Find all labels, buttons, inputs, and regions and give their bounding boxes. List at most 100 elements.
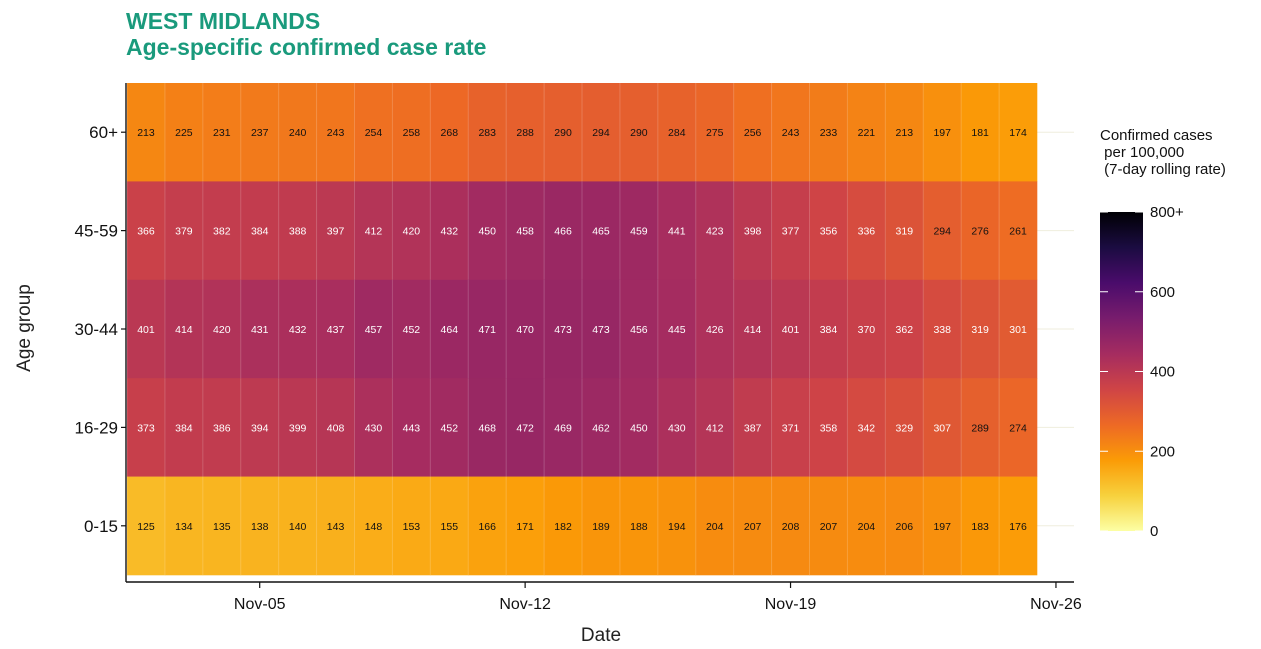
heatmap-cell bbox=[923, 279, 962, 379]
cell-value-label: 469 bbox=[554, 422, 572, 434]
heatmap-cell bbox=[582, 181, 621, 281]
cell-value-label: 397 bbox=[327, 226, 345, 238]
heatmap-cell bbox=[278, 83, 317, 182]
cell-value-label: 290 bbox=[554, 127, 572, 139]
cell-value-label: 153 bbox=[403, 521, 421, 533]
cell-value-label: 450 bbox=[478, 226, 496, 238]
heatmap-cell bbox=[771, 378, 810, 477]
y-tick-label: 0-15 bbox=[84, 517, 118, 536]
cell-value-label: 401 bbox=[782, 324, 800, 336]
y-tick-label: 45-59 bbox=[75, 222, 118, 241]
cell-value-label: 384 bbox=[820, 324, 838, 336]
cell-value-label: 356 bbox=[820, 226, 838, 238]
cell-value-label: 233 bbox=[820, 127, 838, 139]
cell-value-label: 386 bbox=[213, 422, 231, 434]
cell-value-label: 197 bbox=[933, 127, 951, 139]
heatmap-cell bbox=[202, 476, 242, 576]
heatmap-cell bbox=[430, 83, 469, 182]
cell-value-label: 408 bbox=[327, 422, 345, 434]
axes: 60+ 45-59 30-44 16-29 0-15 Nov-05 Nov-12 Nov-19… bbox=[75, 83, 1082, 613]
cell-value-label: 197 bbox=[933, 521, 951, 533]
cell-value-label: 194 bbox=[668, 521, 686, 533]
heatmap-cell bbox=[695, 279, 734, 379]
heatmap-cell bbox=[695, 83, 734, 182]
cell-value-label: 181 bbox=[971, 127, 989, 139]
cell-value-label: 166 bbox=[478, 521, 496, 533]
cell-value-label: 473 bbox=[554, 324, 572, 336]
cell-value-label: 237 bbox=[251, 127, 269, 139]
heatmap-cell bbox=[619, 181, 659, 281]
heatmap-cell bbox=[202, 279, 242, 379]
cell-value-label: 358 bbox=[820, 422, 838, 434]
heatmap-cell bbox=[847, 83, 886, 182]
heatmap-cell bbox=[164, 83, 204, 182]
cell-value-label: 450 bbox=[630, 422, 648, 434]
legend-tick-label: 800+ bbox=[1150, 204, 1184, 221]
cell-value-label: 459 bbox=[630, 226, 648, 238]
heatmap-cell bbox=[506, 181, 545, 281]
heatmap-cell bbox=[468, 476, 507, 576]
cell-value-label: 472 bbox=[516, 422, 534, 434]
legend-tick-label: 0 bbox=[1150, 523, 1158, 540]
heatmap-cell bbox=[506, 378, 545, 477]
cell-value-label: 183 bbox=[971, 521, 989, 533]
x-tick-label: Nov-19 bbox=[765, 596, 817, 613]
heatmap-cell bbox=[885, 83, 924, 182]
heatmap-cell bbox=[961, 279, 1000, 379]
cell-value-label: 464 bbox=[441, 324, 459, 336]
heatmap-cell bbox=[809, 181, 848, 281]
heatmap-cell bbox=[164, 378, 204, 477]
x-tick-label: Nov-05 bbox=[234, 596, 286, 613]
heatmap-cell bbox=[316, 378, 355, 477]
heatmap-cell bbox=[127, 378, 166, 477]
heatmap-cell bbox=[202, 181, 242, 281]
cell-value-label: 207 bbox=[744, 521, 762, 533]
cell-value-label: 221 bbox=[858, 127, 876, 139]
heatmap-cell bbox=[127, 181, 166, 281]
heatmap-cell bbox=[809, 83, 848, 182]
heatmap-cell bbox=[771, 181, 810, 281]
heatmap-cell bbox=[240, 378, 279, 477]
cell-value-label: 384 bbox=[175, 422, 193, 434]
cell-value-label: 388 bbox=[289, 226, 307, 238]
cell-value-label: 342 bbox=[858, 422, 876, 434]
heatmap-cell bbox=[506, 476, 545, 576]
cell-value-label: 204 bbox=[858, 521, 876, 533]
cell-value-label: 468 bbox=[478, 422, 496, 434]
cell-value-label: 466 bbox=[554, 226, 572, 238]
legend-tick-label: 400 bbox=[1150, 364, 1175, 381]
heatmap-cell bbox=[809, 476, 848, 576]
heatmap-cell bbox=[164, 279, 204, 379]
heatmap-cell bbox=[354, 279, 393, 379]
legend-tick-label: 200 bbox=[1150, 443, 1175, 460]
cell-value-label: 398 bbox=[744, 226, 762, 238]
heatmap-cell bbox=[657, 476, 697, 576]
heatmap-cell bbox=[582, 83, 621, 182]
heatmap-cell bbox=[240, 279, 279, 379]
cell-value-label: 462 bbox=[592, 422, 610, 434]
heatmap-cell bbox=[733, 476, 772, 576]
heatmap-cell bbox=[847, 476, 886, 576]
heatmap-cell bbox=[468, 378, 507, 477]
heatmap-cell bbox=[430, 181, 469, 281]
cell-value-label: 274 bbox=[1009, 422, 1027, 434]
cell-value-label: 284 bbox=[668, 127, 686, 139]
cell-value-label: 204 bbox=[706, 521, 724, 533]
gridlines bbox=[1037, 131, 1074, 527]
heatmap-cell bbox=[657, 83, 697, 182]
heatmap-cell bbox=[771, 83, 810, 182]
heatmap-cell bbox=[695, 476, 734, 576]
heatmap-cell bbox=[544, 378, 583, 477]
cell-value-label: 401 bbox=[137, 324, 155, 336]
chart-title: WEST MIDLANDS bbox=[126, 8, 321, 34]
cell-value-label: 338 bbox=[933, 324, 951, 336]
heatmap-cell bbox=[695, 181, 734, 281]
cell-value-label: 258 bbox=[403, 127, 421, 139]
heatmap-cell bbox=[999, 476, 1038, 576]
cell-value-label: 125 bbox=[137, 521, 155, 533]
cell-value-label: 188 bbox=[630, 521, 648, 533]
cell-value-label: 261 bbox=[1009, 226, 1027, 238]
legend-tick-label: 600 bbox=[1150, 284, 1175, 301]
heatmap-cell bbox=[733, 83, 772, 182]
heatmap-cell bbox=[544, 476, 583, 576]
